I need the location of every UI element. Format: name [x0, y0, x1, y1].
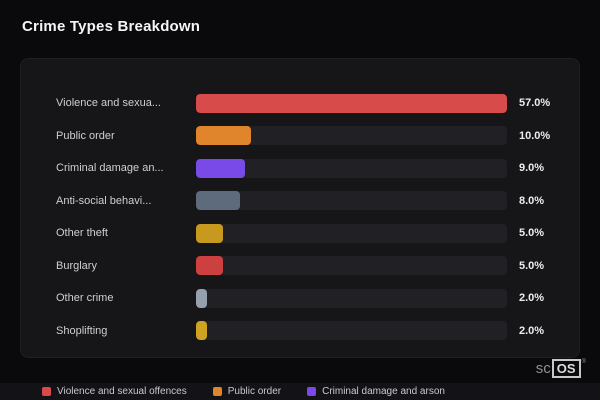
bar-track — [196, 321, 507, 341]
bar[interactable] — [196, 158, 246, 178]
bar[interactable] — [196, 223, 224, 243]
bar-track — [196, 223, 507, 243]
legend-swatch-icon — [42, 387, 51, 396]
category-label: Criminal damage an... — [56, 162, 164, 175]
value-label: 5.0% — [519, 227, 545, 240]
legend-label: Criminal damage and arson — [322, 386, 445, 397]
value-label: 5.0% — [519, 259, 545, 272]
page-title: Crime Types Breakdown — [22, 18, 201, 35]
value-label: 9.0% — [519, 162, 545, 175]
value-label: 2.0% — [519, 292, 545, 305]
category-label: Other crime — [56, 292, 114, 305]
bar-track — [196, 93, 507, 113]
chart-row: Burglary 5.0% — [56, 250, 567, 283]
registered-mark: ® — [581, 359, 586, 365]
chart-row: Shoplifting 2.0% — [56, 315, 567, 348]
chart-row: Anti-social behavi... 8.0% — [56, 185, 567, 218]
legend-item[interactable]: Criminal damage and arson — [307, 386, 445, 397]
value-label: 57.0% — [519, 97, 551, 110]
brand-box: OS — [551, 359, 581, 378]
category-label: Violence and sexua... — [56, 97, 161, 110]
bar-track — [196, 158, 507, 178]
bar[interactable] — [196, 256, 224, 276]
category-label: Public order — [56, 129, 115, 142]
value-label: 10.0% — [519, 129, 551, 142]
chart-row: Other theft 5.0% — [56, 217, 567, 250]
bar[interactable] — [196, 288, 207, 308]
category-label: Anti-social behavi... — [56, 194, 152, 207]
bar-track — [196, 256, 507, 276]
chart-row: Public order 10.0% — [56, 120, 567, 153]
legend-label: Public order — [227, 386, 282, 397]
legend-item[interactable]: Public order — [212, 386, 282, 397]
brand-prefix: sc — [535, 360, 551, 377]
bar[interactable] — [196, 126, 251, 146]
brand-logo: sc OS ® — [536, 359, 586, 378]
bar[interactable] — [196, 93, 507, 113]
chart-card: Violence and sexua... 57.0% Public order… — [20, 58, 580, 358]
category-label: Other theft — [56, 227, 108, 240]
chart-row: Other crime 2.0% — [56, 282, 567, 315]
chart-legend: Violence and sexual offences Public orde… — [0, 383, 600, 400]
value-label: 2.0% — [519, 324, 545, 337]
legend-label: Violence and sexual offences — [57, 386, 187, 397]
bar-track — [196, 288, 507, 308]
chart-rows: Violence and sexua... 57.0% Public order… — [21, 87, 579, 347]
category-label: Burglary — [56, 259, 97, 272]
chart-row: Violence and sexua... 57.0% — [56, 87, 567, 120]
chart-row: Criminal damage an... 9.0% — [56, 152, 567, 185]
bar[interactable] — [196, 321, 207, 341]
bar-track — [196, 126, 507, 146]
legend-item[interactable]: Violence and sexual offences — [42, 386, 187, 397]
value-label: 8.0% — [519, 194, 545, 207]
legend-swatch-icon — [212, 387, 222, 396]
bar-track — [196, 191, 507, 211]
bar[interactable] — [196, 191, 240, 211]
category-label: Shoplifting — [56, 324, 108, 337]
legend-swatch-icon — [307, 387, 317, 396]
